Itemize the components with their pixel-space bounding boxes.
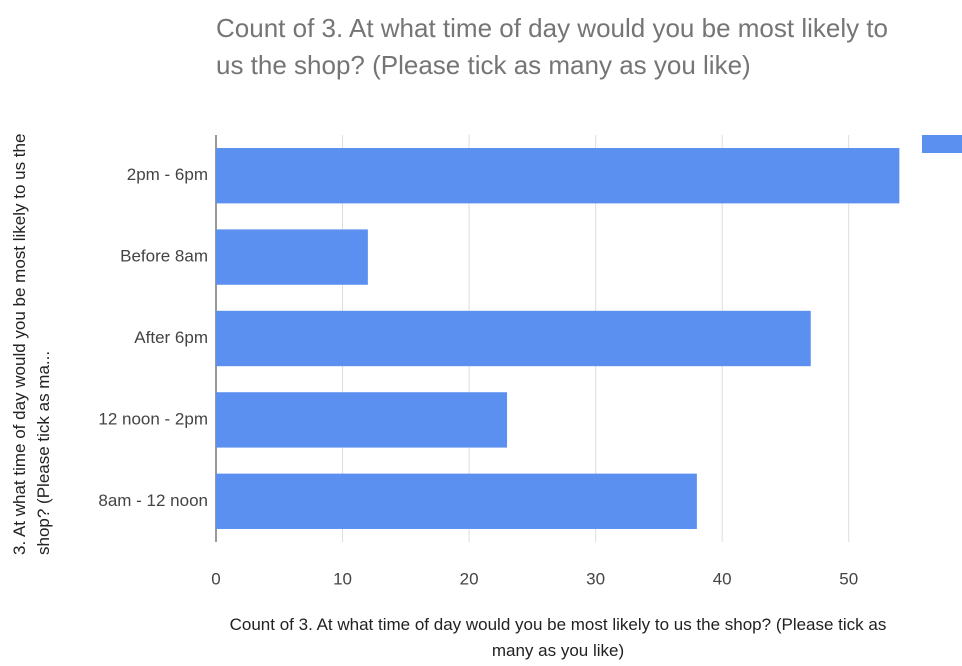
bar: [216, 148, 900, 204]
x-tick-label: 20: [460, 569, 479, 588]
bar: [216, 310, 811, 367]
x-tick-label: 30: [586, 569, 605, 588]
y-tick-label: 2pm - 6pm: [127, 165, 208, 184]
x-axis-label: Count of 3. At what time of day would yo…: [229, 615, 887, 660]
x-tick-label: 10: [333, 569, 352, 588]
x-tick-label: 0: [211, 569, 220, 588]
bar: [216, 473, 697, 529]
y-tick-label: After 6pm: [134, 328, 208, 347]
chart-title: Count of 3. At what time of day would yo…: [216, 13, 889, 80]
legend-swatch: [922, 135, 962, 153]
bar: [216, 392, 508, 448]
y-tick-label: Before 8am: [120, 247, 208, 266]
bar: [216, 229, 368, 285]
y-tick-label: 8am - 12 noon: [98, 491, 208, 510]
x-tick-label: 50: [839, 569, 858, 588]
x-tick-label: 40: [713, 569, 732, 588]
y-tick-label: 12 noon - 2pm: [98, 409, 208, 428]
